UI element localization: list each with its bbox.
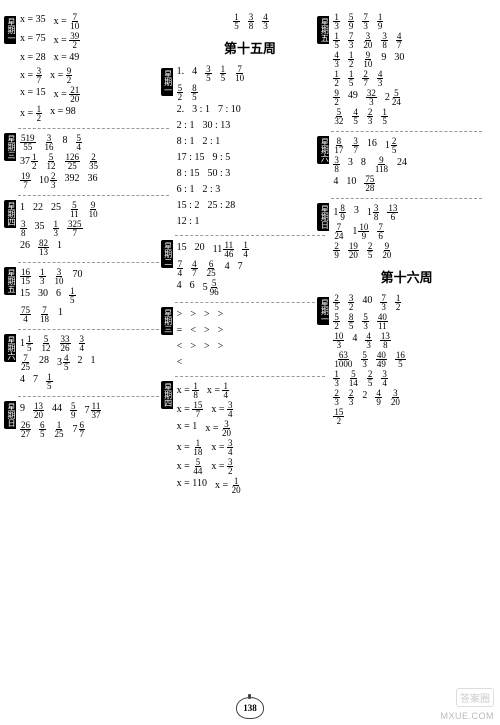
day-tab: 星期日 [317, 203, 329, 231]
day-tab: 星期五 [317, 16, 329, 44]
c3-block-sun: 星期日 1893138136 724110976 29192025920 [331, 198, 482, 260]
c1-block-thu: 星期四 12225511910 3835133257 2682131 [18, 195, 169, 257]
c3-block-mon2: 星期一 2532407312 5285534011 103443138 6310… [331, 293, 482, 426]
watermark: MXUE.COM [441, 711, 495, 721]
c1-block-mon: 星期一 x = 35x = 710 x = 75x = 392 x = 28x … [18, 12, 169, 123]
column-mid: 153843 第十五周 星期一 1.43515710 5285 2.3 : 17… [175, 12, 326, 495]
day-tab: 星期三 [161, 307, 173, 335]
c1-block-sun: 星期日 91320445971137 262765125767 [18, 396, 169, 439]
day-tab: 星期日 [4, 401, 16, 429]
day-tab: 星期二 [161, 240, 173, 268]
c2-block-wed: 星期三 >>>> =<>> <>>> < [175, 302, 326, 371]
c1-block-fri: 星期五 16151331070 1530615 7547181 [18, 262, 169, 324]
c2-block-thu: 星期四 x = 18x = 14 x = 157x = 34 x = 1x = … [175, 376, 326, 495]
c1-block-tue: 星期三 51955316854 371251212625235 19710233… [18, 128, 169, 190]
day-tab: 星期五 [4, 267, 16, 295]
day-tab: 星期一 [161, 68, 173, 96]
page-number: 138 [0, 697, 500, 719]
week15-title: 第十五周 [175, 38, 326, 57]
c3-block-sat: 星期六 8173716125 3838911824 4107528 [331, 131, 482, 193]
day-tab: 星期一 [317, 297, 329, 325]
column-left: 星期一 x = 35x = 710 x = 75x = 392 x = 28x … [18, 12, 169, 495]
c2-block-mon: 星期一 1.43515710 5285 2.3 : 17 : 10 2 : 13… [175, 64, 326, 230]
c2-block-tue: 星期二 152011114614 744762547 465596 [175, 235, 326, 297]
answer-badge: 答案圈 [456, 688, 494, 707]
day-tab: 星期四 [161, 381, 173, 409]
day-tab: 星期三 [4, 133, 16, 161]
week16-title: 第十六周 [331, 267, 482, 286]
day-tab: 星期四 [4, 200, 16, 228]
column-right: 星期五 13597319 15733203847 4312910930 1215… [331, 12, 482, 495]
day-tab: 星期一 [4, 16, 16, 44]
c3-block-fri: 星期五 13597319 15733203847 4312910930 1215… [331, 12, 482, 126]
day-tab: 星期六 [317, 136, 329, 164]
c1-block-sat: 星期六 115512332634 7252834521 4715 [18, 329, 169, 391]
day-tab: 星期六 [4, 334, 16, 362]
apple-icon: 138 [236, 697, 264, 719]
